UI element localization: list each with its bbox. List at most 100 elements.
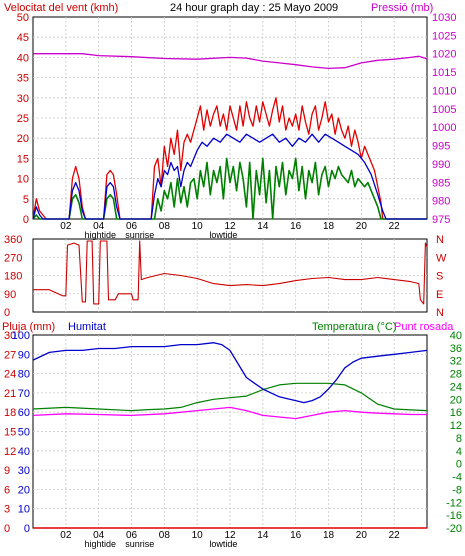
temperature-tick-0: 0: [456, 459, 462, 471]
direction-tick-90: 90: [4, 289, 16, 301]
humidity-tick-20: 20: [18, 484, 30, 496]
dewpoint-line: [32, 406, 427, 420]
wind-gust-line: [32, 97, 427, 220]
direction-tick-180: 180: [4, 271, 22, 283]
temperature-tick-4: 4: [456, 446, 462, 458]
rain-tick-15: 15: [4, 427, 16, 439]
humidity-title: Humitat: [68, 321, 106, 333]
wind-tick-15: 15: [17, 153, 29, 165]
rain-tick-12: 12: [4, 446, 16, 458]
pressure-line: [33, 53, 428, 70]
direction-tick-0: 0: [4, 307, 10, 319]
pressure-tick-1010: 1010: [432, 85, 456, 97]
rain-title: Pluja (mm): [2, 321, 55, 333]
bottom-xtick-10: 10: [192, 530, 204, 541]
grid-lines: [33, 17, 427, 528]
bottom-xtick-06: 06: [126, 530, 138, 541]
wind-tick-10: 10: [17, 174, 29, 186]
top-xtick-20: 20: [356, 221, 368, 232]
temperature-tick--20: -20: [446, 523, 462, 535]
pressure-tick-1000: 1000: [432, 122, 456, 134]
humidity-tick-60: 60: [18, 407, 30, 419]
direction-tick-270: 270: [4, 252, 22, 264]
wind-tick-40: 40: [17, 52, 29, 64]
pressure-tick-985: 985: [432, 177, 450, 189]
humidity-tick-30: 30: [18, 465, 30, 477]
pressure-tick-990: 990: [432, 159, 450, 171]
bottom-xtick-02: 02: [60, 530, 72, 541]
bottom-xtick-18: 18: [323, 530, 335, 541]
top-xtick-12: 12: [224, 221, 236, 232]
temperature-tick-20: 20: [450, 394, 462, 406]
top-event-sunrise: sunrise: [125, 230, 154, 240]
bottom-event-sunrise: sunrise: [125, 539, 154, 549]
temperature-title: Temperatura (°C): [312, 321, 396, 333]
rain-tick-0: 0: [4, 523, 10, 535]
wind-tick-35: 35: [17, 73, 29, 85]
temperature-tick-12: 12: [450, 420, 462, 432]
compass-tick-4-N: N: [436, 234, 444, 246]
humidity-tick-40: 40: [18, 446, 30, 458]
axis-labels: 0510152025303540455097598098599099510001…: [4, 12, 462, 549]
bottom-event-lowtide: lowtide: [209, 539, 237, 549]
bottom-xtick-22: 22: [389, 530, 401, 541]
compass-tick-1-E: E: [436, 289, 443, 301]
rain-tick-24: 24: [4, 369, 16, 381]
temperature-tick-40: 40: [450, 330, 462, 342]
top-xtick-18: 18: [323, 221, 335, 232]
temperature-tick-24: 24: [450, 381, 462, 393]
humidity-tick-10: 10: [18, 504, 30, 516]
top-xtick-14: 14: [257, 221, 269, 232]
wind-tick-20: 20: [17, 133, 29, 145]
rain-tick-21: 21: [4, 388, 16, 400]
humidity-tick-80: 80: [18, 369, 30, 381]
top-xtick-10: 10: [192, 221, 204, 232]
wind-tick-25: 25: [17, 113, 29, 125]
rain-tick-27: 27: [4, 349, 16, 361]
temperature-tick--4: -4: [452, 472, 462, 484]
bottom-xtick-14: 14: [257, 530, 269, 541]
top-event-lowtide: lowtide: [209, 230, 237, 240]
bottom-xtick-16: 16: [290, 530, 302, 541]
humidity-line: [32, 342, 428, 404]
date-title: 24 hour graph day : 25 Mayo 2009: [170, 2, 338, 14]
pressure-tick-1015: 1015: [432, 67, 456, 79]
compass-tick-3-W: W: [436, 252, 447, 264]
direction-tick-360: 360: [4, 234, 22, 246]
pressure-tick-1005: 1005: [432, 104, 456, 116]
bottom-event-hightide: hightide: [85, 539, 117, 549]
bottom-xtick-12: 12: [224, 530, 236, 541]
pressure-tick-995: 995: [432, 141, 450, 153]
temperature-tick-36: 36: [450, 343, 462, 355]
wind-tick-5: 5: [23, 194, 29, 206]
humidity-tick-70: 70: [18, 388, 30, 400]
temperature-line: [32, 382, 428, 412]
pressure-tick-1025: 1025: [432, 30, 456, 42]
temperature-tick--16: -16: [446, 510, 462, 522]
pressure-tick-975: 975: [432, 214, 450, 226]
humidity-tick-0: 0: [24, 523, 30, 535]
pressure-title: Pressió (mb): [371, 2, 433, 14]
dewpoint-title: Punt rosada: [394, 321, 454, 333]
temperature-tick-32: 32: [450, 356, 462, 368]
temperature-tick--12: -12: [446, 497, 462, 509]
top-event-hightide: hightide: [85, 230, 117, 240]
wind-tick-0: 0: [23, 214, 29, 226]
series-layer: [32, 53, 428, 529]
top-xtick-08: 08: [159, 221, 171, 232]
rain-tick-30: 30: [4, 330, 16, 342]
temperature-tick-8: 8: [456, 433, 462, 445]
bottom-xtick-08: 08: [159, 530, 171, 541]
top-xtick-06: 06: [126, 221, 138, 232]
wind-tick-50: 50: [17, 12, 29, 24]
pressure-tick-1020: 1020: [432, 49, 456, 61]
pressure-tick-1030: 1030: [432, 12, 456, 24]
pressure-tick-980: 980: [432, 196, 450, 208]
top-xtick-22: 22: [389, 221, 401, 232]
wind-tick-30: 30: [17, 93, 29, 105]
wind-tick-45: 45: [17, 32, 29, 44]
top-xtick-02: 02: [60, 221, 72, 232]
humidity-tick-50: 50: [18, 427, 30, 439]
top-xtick-04: 04: [93, 221, 105, 232]
